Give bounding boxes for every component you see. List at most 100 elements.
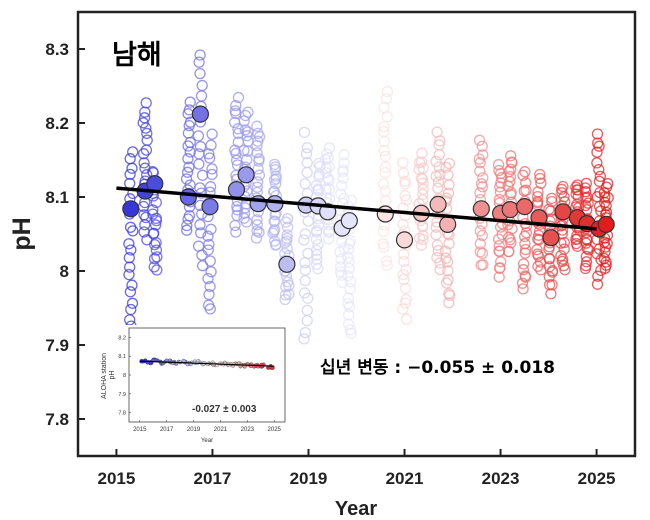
observation-point <box>431 251 443 264</box>
inset-point <box>181 358 186 363</box>
observation-point <box>546 195 558 208</box>
observation-point <box>337 164 349 176</box>
observation-point <box>204 152 216 164</box>
monthly-mean-point <box>597 215 615 233</box>
observation-point <box>342 309 355 321</box>
observation-point <box>319 153 332 166</box>
observation-point <box>232 123 244 135</box>
observation-point <box>380 195 392 207</box>
observation-point <box>520 184 532 196</box>
observation-point <box>474 165 486 177</box>
observation-point <box>195 187 208 199</box>
observation-point <box>298 234 310 246</box>
observation-point <box>600 259 612 271</box>
observation-point <box>150 219 162 231</box>
observation-point <box>546 279 558 291</box>
monthly-mean-point <box>542 229 560 247</box>
observation-point <box>534 168 546 181</box>
observation-point <box>126 162 138 174</box>
observation-point <box>592 137 604 149</box>
observation-point <box>397 156 409 169</box>
observation-point <box>124 153 136 165</box>
observation-point <box>205 266 217 278</box>
observation-point <box>239 124 251 136</box>
observation-point <box>476 140 488 152</box>
observation-point <box>126 279 138 291</box>
observation-point <box>194 182 206 194</box>
observation-point <box>310 233 323 245</box>
monthly-mean-point <box>530 209 548 227</box>
observation-point <box>151 251 163 263</box>
observation-point <box>251 181 263 193</box>
observation-point <box>433 161 445 173</box>
observation-point <box>442 265 454 277</box>
observation-point <box>582 197 594 209</box>
observation-point <box>123 252 135 264</box>
observation-point <box>124 168 136 181</box>
observation-point <box>125 303 137 316</box>
observation-point <box>494 262 506 274</box>
observation-point <box>442 274 454 286</box>
observation-point <box>229 105 241 117</box>
inset-y-tick-label: 8.2 <box>118 335 126 341</box>
observation-point <box>231 209 243 222</box>
observation-point <box>124 314 136 326</box>
observation-point <box>194 140 207 153</box>
observation-point <box>321 148 333 160</box>
observation-point <box>241 130 253 142</box>
observation-point <box>230 99 242 112</box>
monthly-mean-point <box>340 212 358 230</box>
observation-point <box>251 214 263 226</box>
observation-point <box>543 261 556 273</box>
observation-point <box>137 117 149 129</box>
observation-point <box>580 256 593 268</box>
observation-point <box>535 177 547 189</box>
observation-point <box>203 148 215 160</box>
observation-point <box>182 127 195 139</box>
observation-point <box>124 261 136 273</box>
observation-point <box>555 250 567 262</box>
observation-point <box>546 266 559 278</box>
trend-annotation: 십년 변동 : −0.055 ± 0.018 <box>320 358 555 378</box>
observation-point <box>399 209 411 222</box>
monthly-mean-point <box>237 166 255 184</box>
observation-point <box>126 297 139 309</box>
observation-point <box>206 168 218 181</box>
observation-point <box>194 67 206 80</box>
observation-point <box>250 232 263 244</box>
observation-point <box>184 96 196 108</box>
inset-y-title-line1: ALOHA station <box>101 353 108 399</box>
observation-point <box>299 287 311 299</box>
observation-point <box>505 156 518 168</box>
observation-point <box>252 176 264 188</box>
observation-point <box>282 276 294 288</box>
observation-point <box>298 333 310 345</box>
observation-point <box>440 252 452 264</box>
observation-point <box>380 93 392 105</box>
observation-point <box>477 259 489 271</box>
trend-line <box>116 186 597 231</box>
inset-x-tick-label: 2019 <box>187 427 201 433</box>
observation-point <box>591 128 604 140</box>
observation-point <box>302 215 314 227</box>
inset-y-title: ALOHA station pH <box>101 351 116 399</box>
observation-point <box>344 235 357 247</box>
observation-point <box>556 187 568 199</box>
observation-point <box>148 261 160 273</box>
observation-point <box>377 238 389 250</box>
observation-point <box>379 150 392 163</box>
observation-point <box>239 109 252 122</box>
observation-point <box>238 144 250 157</box>
monthly-mean-point <box>191 105 209 123</box>
observation-point <box>517 264 530 276</box>
observation-point <box>193 56 205 68</box>
observation-point <box>344 283 356 295</box>
observation-point <box>398 255 410 268</box>
observation-point <box>338 157 350 169</box>
observation-point <box>343 256 355 268</box>
observation-point <box>148 253 161 265</box>
observation-point <box>440 161 452 174</box>
observation-point <box>202 230 214 242</box>
x-tick-label: 2023 <box>482 469 520 488</box>
inset-y-tick-label: 7.8 <box>118 411 126 417</box>
